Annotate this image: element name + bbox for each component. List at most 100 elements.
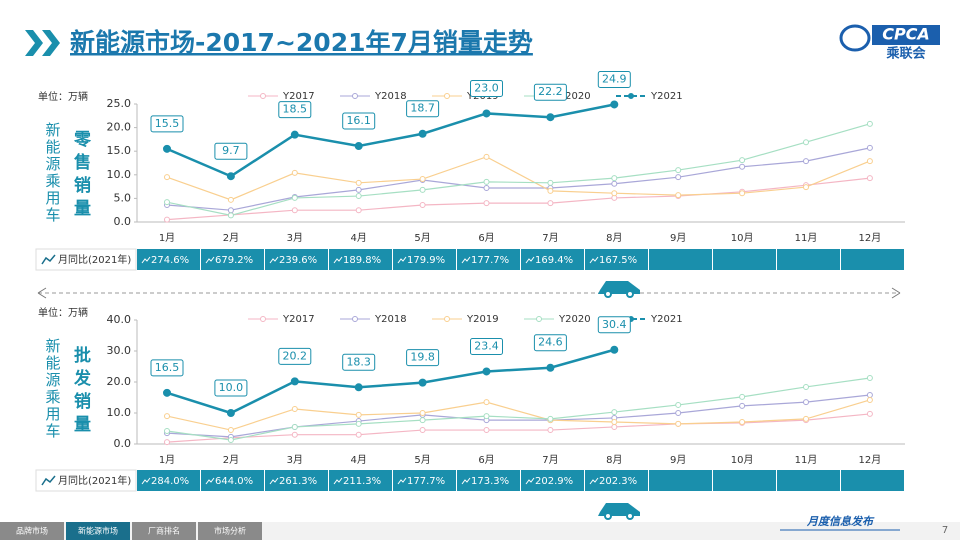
- x-tick-label: 1月: [159, 232, 175, 244]
- yoy-cell: [201, 249, 264, 270]
- point: [418, 129, 427, 138]
- value-label-box: [533, 334, 567, 352]
- value-label: 18.5: [283, 103, 308, 116]
- value-label-box: [342, 353, 376, 371]
- value-label: 18.7: [410, 102, 435, 115]
- point: [675, 410, 682, 416]
- point: [739, 163, 746, 170]
- series-line: [166, 413, 870, 443]
- value-label: 19.8: [410, 351, 435, 364]
- yoy-value: 167.5%: [599, 255, 637, 266]
- point: [483, 413, 490, 420]
- x-tick-label: 10月: [731, 232, 754, 244]
- point: [739, 157, 746, 164]
- footer-tab: [132, 522, 196, 540]
- logo-sub: 乘联会: [885, 46, 926, 62]
- yoy-cell: [841, 249, 904, 270]
- divider: [37, 287, 901, 299]
- legend-label: Y2019: [466, 314, 499, 325]
- yoy-icon: [41, 475, 56, 486]
- x-tick-label: 12月: [859, 232, 882, 244]
- point: [291, 207, 298, 214]
- point: [355, 420, 362, 427]
- yoy-cell: [777, 470, 840, 491]
- yoy-cell-icon: [269, 256, 279, 264]
- yoy-cell: [265, 470, 328, 491]
- yoy-cell-icon: [141, 256, 151, 264]
- yoy-cell: [457, 470, 520, 491]
- side-label: 新能源乘用车: [44, 338, 62, 440]
- value-label: 22.2: [538, 85, 563, 98]
- footer-tab-label: 品牌市场: [16, 526, 48, 536]
- value-label: 20.2: [283, 349, 308, 362]
- point: [163, 144, 171, 153]
- x-tick-label: 3月: [287, 232, 303, 244]
- car-icon: [598, 281, 640, 294]
- point: [290, 130, 299, 139]
- yoy-cell-icon: [589, 477, 599, 485]
- chevrons: [25, 30, 60, 56]
- point: [547, 427, 554, 434]
- yoy-value: 644.0%: [215, 476, 253, 487]
- point: [547, 187, 554, 194]
- value-label-box: [214, 379, 248, 397]
- series-line: [166, 348, 615, 415]
- yoy-cell: [329, 470, 392, 491]
- legend-marker: [352, 93, 358, 99]
- value-label: 9.7: [222, 144, 240, 157]
- value-label-box: [406, 100, 440, 118]
- series-line: [166, 177, 870, 221]
- yoy-value: 177.7%: [471, 255, 509, 266]
- legend-marker: [260, 316, 266, 322]
- point: [547, 179, 554, 186]
- yoy-value: 202.3%: [599, 476, 637, 487]
- legend-marker: [536, 316, 542, 322]
- point: [291, 423, 298, 430]
- value-label-box: [214, 142, 248, 160]
- point: [675, 420, 682, 427]
- x-tick-label: 8月: [606, 454, 622, 466]
- point: [866, 392, 873, 399]
- point: [483, 399, 490, 406]
- yoy-label-cell: [35, 248, 137, 271]
- value-label-box: [470, 79, 503, 97]
- point: [611, 418, 618, 425]
- x-tick-label: 10月: [731, 454, 754, 466]
- point: [866, 144, 873, 151]
- car-wheel: [626, 512, 634, 520]
- value-label: 30.4: [602, 318, 627, 331]
- side-label: 新能源乘用车: [44, 122, 62, 224]
- point: [227, 427, 234, 434]
- yoy-value: 173.3%: [471, 476, 509, 487]
- x-tick-label: 8月: [606, 232, 622, 244]
- point: [611, 190, 618, 197]
- yoy-cell-icon: [333, 256, 343, 264]
- legend-marker: [260, 93, 266, 99]
- yoy-value: 179.9%: [407, 255, 445, 266]
- yoy-cell: [137, 470, 200, 491]
- footer-tab-label: 市场分析: [214, 526, 246, 536]
- y-tick-label: 40.0: [107, 313, 132, 326]
- yoy-value: 202.9%: [535, 476, 573, 487]
- point: [291, 194, 298, 201]
- legend-label: Y2021: [650, 314, 683, 325]
- yoy-value: 169.4%: [535, 255, 573, 266]
- legend-marker: [444, 93, 450, 99]
- point: [227, 436, 234, 443]
- x-tick-label: 5月: [414, 454, 430, 466]
- point: [483, 185, 490, 192]
- x-tick-label: 11月: [795, 232, 818, 244]
- series-line: [166, 123, 871, 217]
- value-label: 16.1: [346, 114, 371, 127]
- point: [164, 439, 170, 446]
- legend-marker: [352, 316, 358, 322]
- yoy-label: 月同比(2021年): [58, 474, 131, 487]
- value-label-box: [278, 101, 312, 119]
- yoy-cell: [521, 470, 584, 491]
- yoy-cell: [585, 249, 648, 270]
- value-label: 24.9: [602, 72, 627, 85]
- value-label-box: [597, 70, 631, 88]
- series-line: [166, 103, 615, 178]
- point: [483, 427, 490, 434]
- point: [164, 427, 170, 434]
